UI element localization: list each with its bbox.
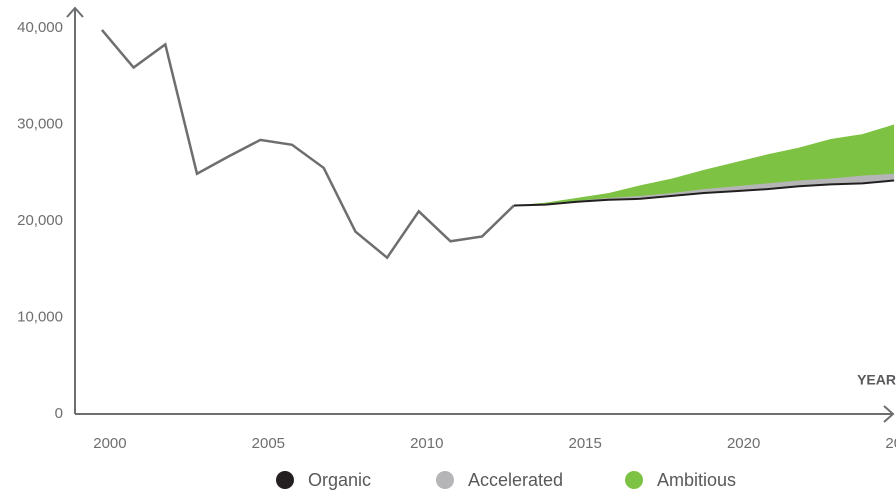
legend-label: Organic bbox=[308, 470, 371, 490]
x-tick-label: 2015 bbox=[569, 435, 602, 452]
x-tick-label: 2020 bbox=[727, 435, 760, 452]
x-tick-label: 2005 bbox=[252, 435, 285, 452]
x-tick-label: 2010 bbox=[410, 435, 443, 452]
x-tick-label: 2000 bbox=[93, 435, 126, 452]
line bbox=[100, 29, 515, 260]
x-axis-title: YEAR bbox=[857, 372, 896, 388]
legend-label: Ambitious bbox=[657, 470, 736, 490]
line bbox=[513, 179, 895, 207]
area bbox=[513, 173, 895, 206]
y-tick-label: 0 bbox=[55, 405, 63, 422]
y-tick-label: 30,000 bbox=[17, 115, 63, 132]
legend-swatch bbox=[276, 471, 294, 489]
legend-label: Accelerated bbox=[468, 470, 563, 490]
y-tick-label: 20,000 bbox=[17, 212, 63, 229]
y-tick-label: 40,000 bbox=[17, 19, 63, 36]
y-tick-label: 10,000 bbox=[17, 308, 63, 325]
x-tick-label: 2025 bbox=[885, 435, 896, 452]
y-axis bbox=[66, 6, 84, 414]
legend-swatch bbox=[436, 471, 454, 489]
x-axis bbox=[75, 405, 895, 423]
legend-swatch bbox=[625, 471, 643, 489]
